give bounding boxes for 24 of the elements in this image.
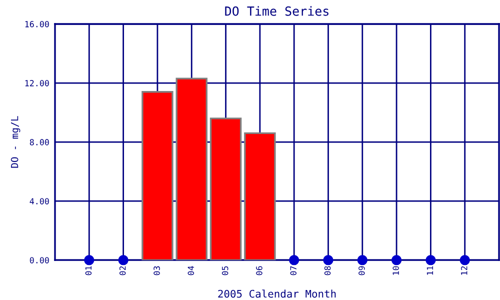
x-tick-label: 04 [188,266,194,276]
x-tick-label: 02 [119,266,126,276]
x-tick-label: 01 [85,266,92,276]
x-tick-label: 11 [426,266,434,275]
x-tick-label: 03 [154,266,160,276]
x-tick-label: 05 [222,266,228,276]
x-tick-label: 07 [290,266,297,276]
chart-title: DO Time Series [225,6,328,16]
bar [142,91,174,260]
x-tick-label: 06 [256,266,262,276]
x-tick-label: 09 [358,266,365,276]
bar [176,78,208,260]
y-tick-label: 16.00 [25,21,49,28]
bar [210,118,242,260]
x-tick-label: 08 [324,266,331,276]
y-tick-label: 8.00 [30,139,49,146]
y-tick-label: 12.00 [25,80,49,86]
y-tick-label: 0.00 [30,257,49,264]
x-tick-label: 10 [392,266,399,275]
y-axis-title: DO - mg/L [10,116,20,168]
x-tick-label: 12 [460,266,468,275]
y-tick-label: 4.00 [30,198,49,204]
x-axis-title: 2005 Calendar Month [218,290,336,298]
bar [244,132,276,260]
